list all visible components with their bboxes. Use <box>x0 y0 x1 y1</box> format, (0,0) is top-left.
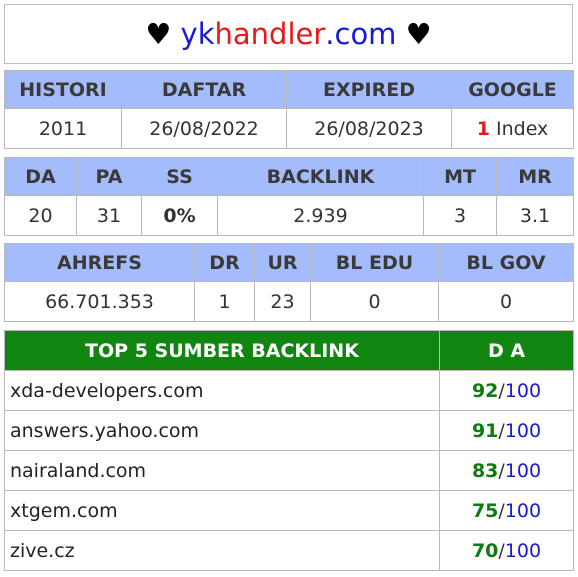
backlink-domain: xtgem.com <box>4 490 440 531</box>
mr-value: 3.1 <box>496 195 574 236</box>
mt-value: 3 <box>423 195 497 236</box>
ur-value: 23 <box>254 281 311 322</box>
header-expired: EXPIRED <box>286 70 452 109</box>
backlink-da: 83/100 <box>439 450 574 491</box>
header-backlink: BACKLINK <box>217 157 424 196</box>
google-value: 1 Index <box>451 108 574 149</box>
header-google: GOOGLE <box>451 70 574 109</box>
header-bl-edu: BL EDU <box>310 243 439 282</box>
backlink-da: 75/100 <box>439 490 574 531</box>
header-dr: DR <box>194 243 255 282</box>
da-max: 100 <box>504 379 542 402</box>
header-ss: SS <box>141 157 218 196</box>
bl-gov-value: 0 <box>438 281 574 322</box>
google-index-label: Index <box>495 117 549 140</box>
backlink-value: 2.939 <box>217 195 424 236</box>
header-ahrefs: AHREFS <box>4 243 195 282</box>
backlink-da: 92/100 <box>439 370 574 411</box>
header-ur: UR <box>254 243 311 282</box>
table-row: xtgem.com 75/100 <box>4 490 574 531</box>
heart-icon: ♥ <box>145 17 172 51</box>
header-top-sources: TOP 5 SUMBER BACKLINK <box>4 330 440 371</box>
backlink-domain: zive.cz <box>4 530 440 571</box>
table-row: answers.yahoo.com 91/100 <box>4 410 574 451</box>
da-value: 20 <box>4 195 77 236</box>
header-pa: PA <box>76 157 142 196</box>
ahrefs-table: AHREFS DR UR BL EDU BL GOV 66.701.353 1 … <box>4 243 574 322</box>
site-title: ♥ yk handler .com ♥ <box>4 4 573 64</box>
backlink-domain: xda-developers.com <box>4 370 440 411</box>
table-row: nairaland.com 83/100 <box>4 450 574 491</box>
top-backlinks-table: TOP 5 SUMBER BACKLINK D A xda-developers… <box>4 330 574 571</box>
dr-value: 1 <box>194 281 255 322</box>
header-mr: MR <box>496 157 574 196</box>
domain-suffix: .com <box>325 17 397 51</box>
backlink-da: 70/100 <box>439 530 574 571</box>
backlink-domain: answers.yahoo.com <box>4 410 440 451</box>
histori-value: 2011 <box>4 108 122 149</box>
daftar-value: 26/08/2022 <box>121 108 287 149</box>
da-score: 75 <box>471 499 499 522</box>
table-row: zive.cz 70/100 <box>4 530 574 571</box>
domain-prefix: yk <box>180 17 215 51</box>
da-score: 83 <box>471 459 499 482</box>
backlink-da: 91/100 <box>439 410 574 451</box>
da-max: 100 <box>504 539 542 562</box>
pa-value: 31 <box>76 195 142 236</box>
history-table: HISTORI DAFTAR EXPIRED GOOGLE 2011 26/08… <box>4 70 574 149</box>
da-score: 92 <box>471 379 499 402</box>
backlink-domain: nairaland.com <box>4 450 440 491</box>
da-max: 100 <box>504 419 542 442</box>
table-row: xda-developers.com 92/100 <box>4 370 574 411</box>
header-mt: MT <box>423 157 497 196</box>
heart-icon: ♥ <box>405 17 432 51</box>
metrics-table: DA PA SS BACKLINK MT MR 20 31 0% 2.939 3… <box>4 157 574 236</box>
expired-value: 26/08/2023 <box>286 108 452 149</box>
da-max: 100 <box>504 499 542 522</box>
google-index-count: 1 <box>476 117 490 140</box>
da-score: 70 <box>471 539 499 562</box>
da-max: 100 <box>504 459 542 482</box>
header-da: DA <box>4 157 77 196</box>
header-da-score: D A <box>439 330 574 371</box>
header-histori: HISTORI <box>4 70 122 109</box>
da-score: 91 <box>471 419 499 442</box>
header-daftar: DAFTAR <box>121 70 287 109</box>
ahrefs-value: 66.701.353 <box>4 281 195 322</box>
bl-edu-value: 0 <box>310 281 439 322</box>
header-bl-gov: BL GOV <box>438 243 574 282</box>
ss-value: 0% <box>141 195 218 236</box>
domain-handler: handler <box>214 17 326 51</box>
